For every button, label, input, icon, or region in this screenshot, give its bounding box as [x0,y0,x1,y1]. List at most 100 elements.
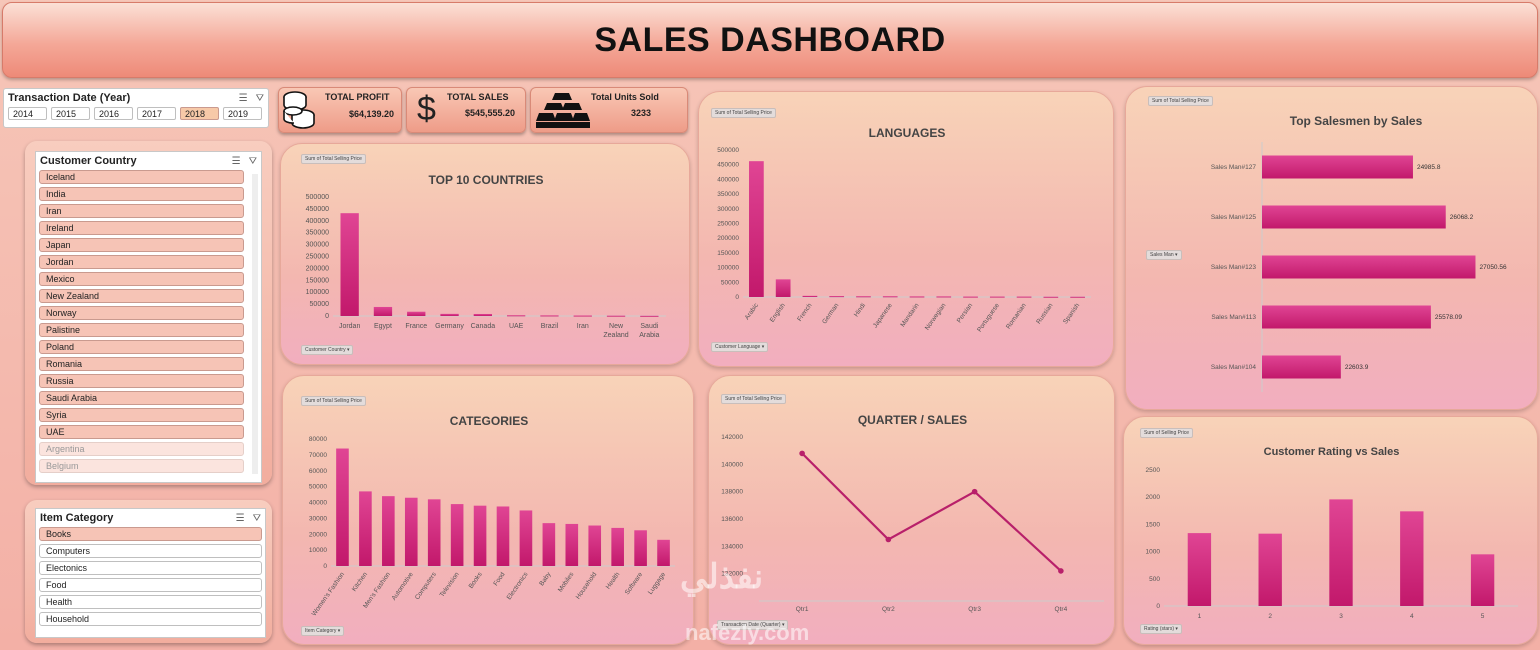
cat-value-field[interactable]: Sum of Total Selling Price [301,396,366,406]
x-tick-label: Arabic [744,302,761,322]
bar-mobiles [565,523,579,566]
year-button-2017[interactable]: 2017 [137,107,176,120]
bar-food [496,506,510,566]
country-item[interactable]: Jordan [39,255,244,269]
y-tick-label: 50000 [309,484,327,491]
bar-portuguese [989,296,1005,298]
x-tick-label: Brazil [541,323,559,330]
y-tick-label: 450000 [717,162,739,169]
salesmen-axis-field[interactable]: Sales Man ▾ [1146,250,1182,260]
country-item[interactable]: Iran [39,204,244,218]
country-item[interactable]: Iceland [39,170,244,184]
category-item[interactable]: Health [39,595,262,609]
country-item[interactable]: UAE [39,425,244,439]
country-item[interactable]: Japan [39,238,244,252]
country-item[interactable]: Palistine [39,323,244,337]
bar-health [611,527,624,566]
country-item[interactable]: Norway [39,306,244,320]
multi-select-icon[interactable]: ☰ [235,512,245,524]
country-scrollbar[interactable] [252,174,258,474]
multi-select-icon[interactable]: ☰ [238,92,248,104]
x-tick-label: 4 [1410,613,1414,620]
x-tick-label: Kitchen [351,571,369,593]
bar-sales-man-104 [1262,355,1341,379]
country-item[interactable]: Saudi Arabia [39,391,244,405]
lang-value-field[interactable]: Sum of Total Selling Price [711,108,776,118]
languages-chart-title: LANGUAGES [868,126,946,140]
quarter-axis-field[interactable]: Transaction Date (Quarter) ▾ [717,620,789,630]
rating-axis-field[interactable]: Rating (stars) ▾ [1140,624,1182,634]
country-item[interactable]: Syria [39,408,244,422]
x-tick-label: Arabia [639,332,659,339]
y-tick-label: 500000 [717,147,739,154]
quarter-value-field[interactable]: Sum of Total Selling Price [721,394,786,404]
year-button-2014[interactable]: 2014 [8,107,47,120]
y-tick-label: 70000 [309,452,327,459]
y-tick-label: Sales Man#125 [1211,214,1257,221]
languages-card: Sum of Total Selling Price LANGUAGES 0 50… [698,91,1114,367]
country-list: Iceland India Iran Ireland Japan Jordan Mexico… [36,170,247,473]
country-item[interactable]: Mexico [39,272,244,286]
category-item[interactable]: Electonics [39,561,262,575]
country-item[interactable]: Argentina [39,442,244,456]
multi-select-icon[interactable]: ☰ [231,155,241,167]
category-slicer-header: Item Category ☰ ⛛ [36,509,265,527]
x-tick-label: Persian [956,302,975,324]
top10-countries-card: Sum of Total Selling Price TOP 10 COUNTR… [280,143,690,365]
rating-value-field[interactable]: Sum of Selling Price [1140,428,1194,438]
x-tick-label: Electronics [506,571,530,602]
year-slicer-title: Transaction Date (Year) [8,92,131,104]
bar-2 [1258,533,1282,606]
clear-filter-icon[interactable]: ⛛ [255,92,264,104]
year-button-2019[interactable]: 2019 [223,107,262,120]
cat-axis-field[interactable]: Item Category ▾ [301,626,345,636]
category-item[interactable]: Computers [39,544,262,558]
country-item[interactable]: Poland [39,340,244,354]
categories-card: Sum of Total Selling Price CATEGORIES 0 1… [282,375,694,645]
top10-value-field[interactable]: Sum of Total Selling Price [301,154,366,164]
y-tick-label: 100000 [306,289,329,296]
top10-axis-field-label: Customer Country [305,347,346,353]
kpi-units-value: 3233 [631,108,652,118]
bar-spanish [1070,296,1085,298]
salesmen-axis-field-label: Sales Man [1150,252,1174,258]
lang-axis-field-label: Customer Language [715,344,761,350]
category-list: Books Computers Electonics Food Health Househ… [36,527,265,626]
y-tick-label: 138000 [721,489,743,496]
year-button-2015[interactable]: 2015 [51,107,90,120]
y-tick-label: 2500 [1146,467,1161,474]
country-item[interactable]: Belgium [39,459,244,473]
y-tick-label: 300000 [306,242,329,249]
bar-germany [440,313,459,316]
year-button-2018[interactable]: 2018 [180,107,219,120]
rating-axis-field-label: Rating (stars) [1144,626,1175,632]
y-tick-label: Sales Man#104 [1211,364,1257,371]
clear-filter-icon[interactable]: ⛛ [252,512,261,524]
country-item[interactable]: India [39,187,244,201]
category-slicer-frame: Item Category ☰ ⛛ Books Computers Electoni… [25,500,272,643]
y-tick-label: 350000 [717,191,739,198]
category-item[interactable]: Books [39,527,262,541]
salesmen-value-field[interactable]: Sum of Total Selling Price [1148,96,1213,106]
x-tick-label: Russian [1035,302,1054,326]
bar-russian [1043,296,1059,298]
country-item[interactable]: Romania [39,357,244,371]
country-item[interactable]: Ireland [39,221,244,235]
country-item[interactable]: Russia [39,374,244,388]
lang-axis-field[interactable]: Customer Language ▾ [711,342,769,352]
bar-hindi [856,296,871,298]
data-label: 27050.56 [1479,264,1506,271]
country-item[interactable]: New Zealand [39,289,244,303]
y-tick-label: 142000 [721,434,743,441]
bar-women-s-fashion [336,448,349,566]
x-tick-label: Canada [471,323,496,330]
x-tick-label: Food [492,571,506,587]
category-item[interactable]: Food [39,578,262,592]
clear-filter-icon[interactable]: ⛛ [248,155,257,167]
top10-axis-field[interactable]: Customer Country ▾ [301,345,354,355]
bar-1 [1187,533,1212,606]
y-tick-label: 150000 [306,277,329,284]
category-item[interactable]: Household [39,612,262,626]
year-button-2016[interactable]: 2016 [94,107,133,120]
x-tick-label: Books [468,571,485,590]
